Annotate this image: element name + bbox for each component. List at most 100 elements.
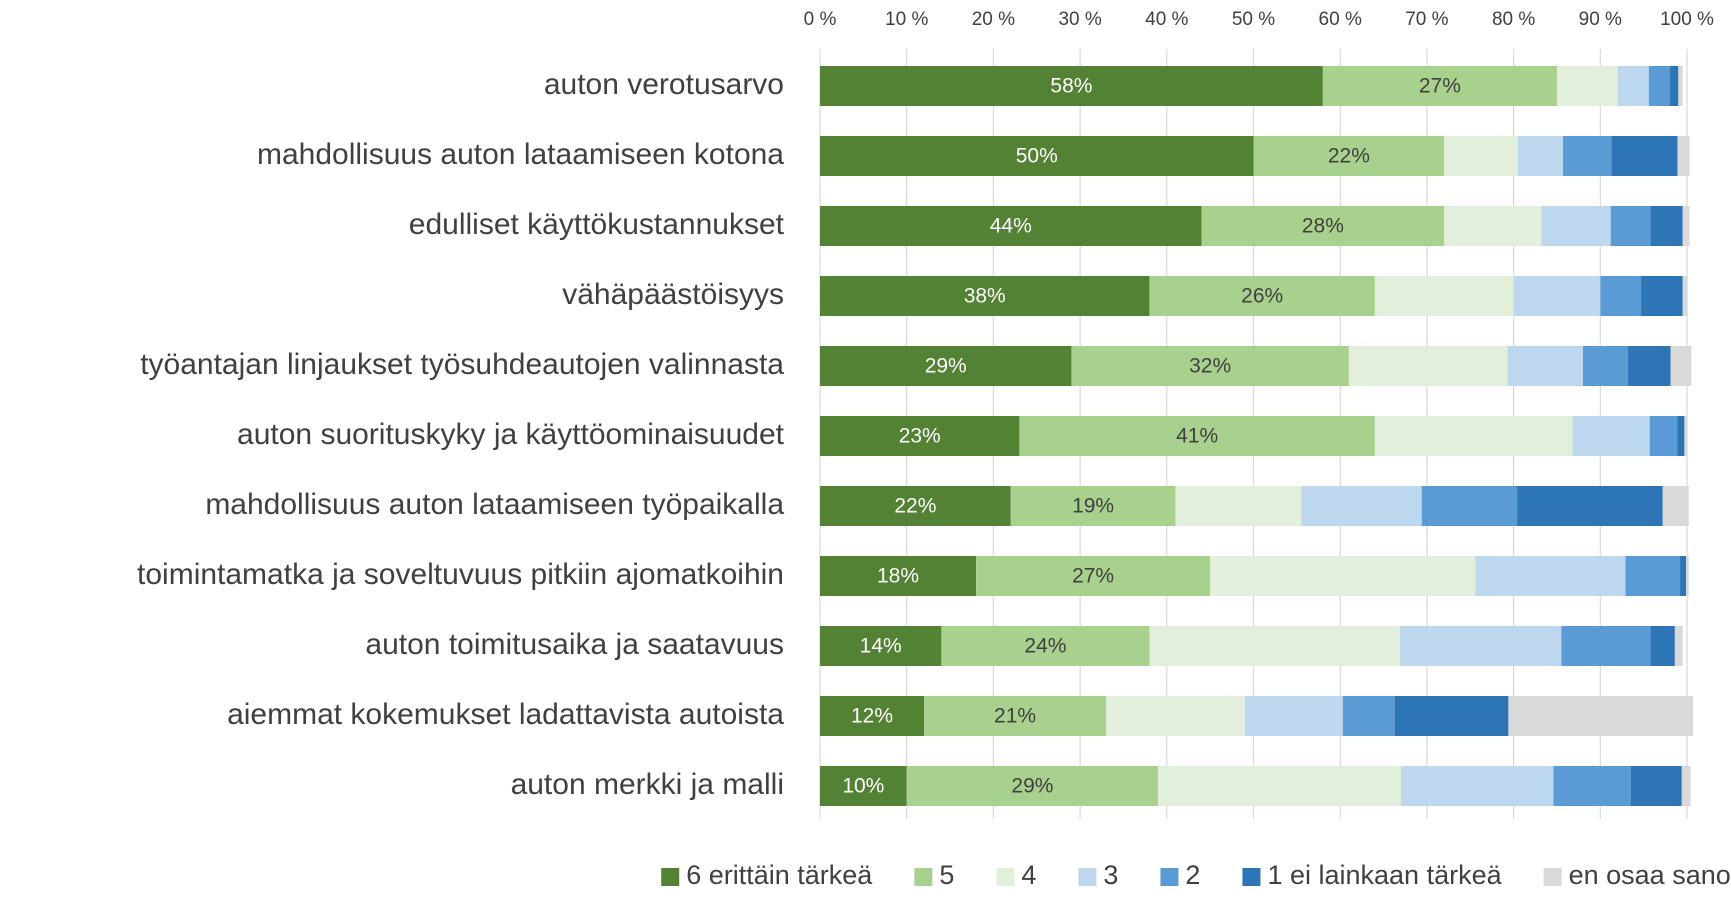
bar-segment (1210, 556, 1476, 596)
bar-segment (820, 416, 1020, 456)
y-tick-label: edulliset käyttökustannukset (409, 208, 785, 241)
bar-segment (1149, 626, 1401, 666)
bar-segment (1342, 696, 1395, 736)
y-tick-label: aiemmat kokemukset ladattavista autoista (227, 698, 784, 731)
data-label: 28% (1302, 215, 1344, 238)
bar-segment (1556, 66, 1618, 106)
bar-segment (820, 556, 977, 596)
bar-segment (820, 696, 925, 736)
y-tick-label: vähäpäästöisyys (562, 278, 784, 311)
bar-segment (1158, 766, 1401, 806)
bar-segment (924, 696, 1107, 736)
bar-segment (820, 346, 1072, 386)
bar-segment (1010, 486, 1176, 526)
data-label: 24% (1024, 635, 1066, 658)
bar-segment (1611, 136, 1678, 176)
bar-segment (820, 766, 907, 806)
legend-swatch (1242, 868, 1261, 886)
bar-segment (1686, 556, 1689, 596)
bar-segment (1149, 276, 1375, 316)
bar-segment (1681, 766, 1691, 806)
bar-segment (1682, 276, 1687, 316)
bar-segment (820, 206, 1202, 246)
legend-swatch (996, 868, 1015, 886)
bar-segment (1507, 346, 1583, 386)
y-tick-label: auton merkki ja malli (511, 768, 784, 801)
bar-segment (1517, 136, 1564, 176)
bar-segment (820, 276, 1150, 316)
legend-swatch (1160, 868, 1179, 886)
bar-segment (1106, 696, 1245, 736)
data-label: 29% (1011, 775, 1053, 798)
legend-label: 3 (1103, 860, 1118, 890)
bar-segment (820, 136, 1254, 176)
legend-label: 5 (939, 860, 954, 890)
data-label: 32% (1189, 355, 1231, 378)
data-label: 26% (1241, 285, 1283, 308)
x-tick-label: 20 % (972, 9, 1015, 30)
bar-segment (1071, 346, 1349, 386)
legend-swatch (1078, 868, 1097, 886)
bar-segment (1253, 136, 1445, 176)
y-tick-label: työantajan linjaukset työsuhdeautojen va… (140, 348, 784, 381)
bar-segment (1610, 206, 1651, 246)
y-tick-label: mahdollisuus auton lataamiseen kotona (257, 138, 784, 171)
bar-segment (906, 766, 1159, 806)
legend-label: 6 erittäin tärkeä (686, 860, 873, 890)
bar-segment (1649, 416, 1678, 456)
bar-segment (1677, 416, 1685, 456)
bar-segment (1508, 696, 1694, 736)
legend-label: 2 (1185, 860, 1200, 890)
bar-segment (1680, 556, 1687, 596)
bar-segment (941, 626, 1150, 666)
legend-swatch (661, 868, 680, 886)
bar-segment (1348, 346, 1508, 386)
x-tick-label: 70 % (1405, 9, 1448, 30)
bar-segment (1019, 416, 1375, 456)
data-label: 22% (894, 495, 936, 518)
bar-segment (1628, 346, 1671, 386)
data-label: 22% (1328, 145, 1370, 168)
legend-label: 4 (1021, 860, 1036, 890)
bar-segment (1374, 276, 1514, 316)
bar-segment (1444, 206, 1542, 246)
bar-segment (1175, 486, 1302, 526)
bar-segment (1625, 556, 1681, 596)
data-label: 12% (851, 705, 893, 728)
y-tick-label: mahdollisuus auton lataamiseen työpaikal… (205, 488, 784, 521)
legend: 6 erittäin tärkeä 5 4 3 2 1 ei lainkaan tärke… (661, 860, 1731, 890)
bar-segment (1394, 696, 1509, 736)
data-label: 29% (925, 355, 967, 378)
legend-swatch (1543, 868, 1562, 886)
bar-segment (1572, 416, 1650, 456)
bar-segment (976, 556, 1211, 596)
bar-segment (1662, 486, 1689, 526)
bar-segment (1648, 66, 1670, 106)
y-tick-label: auton verotusarvo (544, 68, 784, 101)
x-tick-label: 30 % (1058, 9, 1101, 30)
bar-segment (1322, 66, 1557, 106)
bar-segment (1677, 136, 1690, 176)
bar-segment (1563, 136, 1612, 176)
bar-segment (820, 66, 1323, 106)
data-label: 38% (964, 285, 1006, 308)
bar-segment (1400, 626, 1562, 666)
data-label: 58% (1050, 75, 1092, 98)
x-tick-label: 0 % (804, 9, 837, 30)
bar-segment (1421, 486, 1518, 526)
bar-segment (1244, 696, 1343, 736)
data-label: 18% (877, 565, 919, 588)
bar-segment (1678, 66, 1683, 106)
x-tick-label: 60 % (1319, 9, 1362, 30)
bar-segment (1669, 66, 1679, 106)
bar-segment (1641, 276, 1683, 316)
x-tick-label: 40 % (1145, 9, 1188, 30)
bar-segment (1670, 346, 1692, 386)
bar-segment (1513, 276, 1601, 316)
bar-segment (1674, 626, 1683, 666)
bar-segment (1682, 206, 1690, 246)
x-tick-label: 90 % (1579, 9, 1622, 30)
data-label: 44% (990, 215, 1032, 238)
y-tick-label: auton toimitusaika ja saatavuus (365, 628, 784, 661)
bar-segment (1553, 766, 1631, 806)
